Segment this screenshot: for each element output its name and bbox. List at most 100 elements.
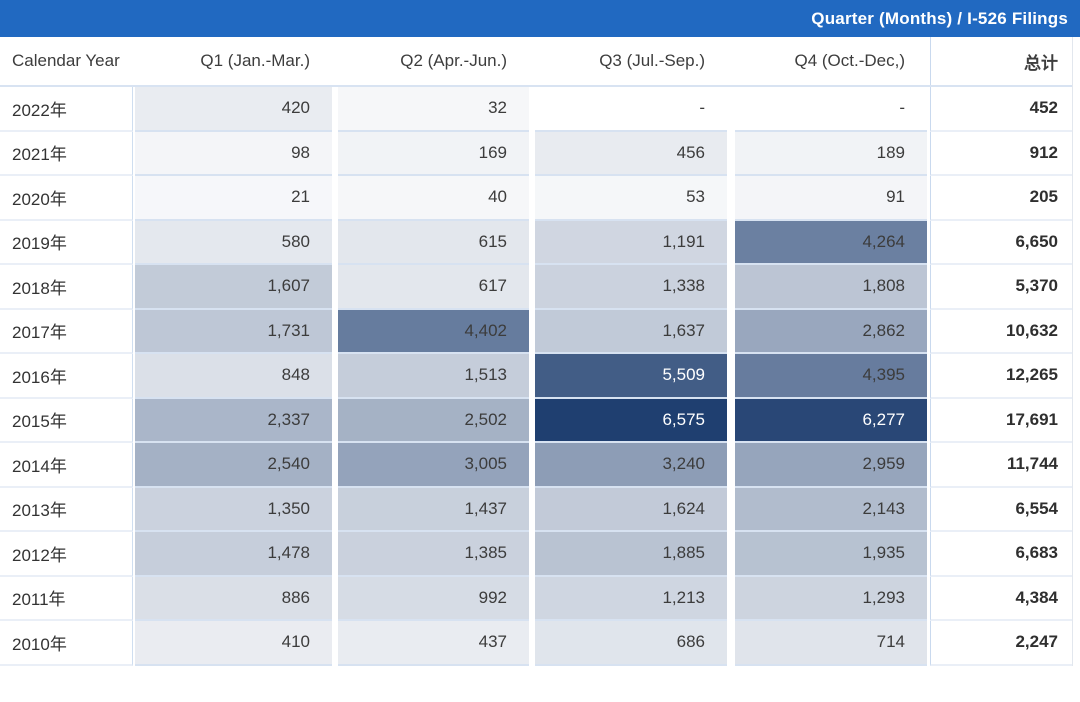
total-cell: 10,632: [930, 309, 1072, 354]
value-cell: 6,277: [735, 398, 927, 443]
header-q3: Q3 (Jul.-Sep.): [599, 51, 705, 70]
year-cell: 2018年: [0, 265, 133, 310]
value-cell: -: [535, 87, 727, 132]
title-bar-label: Quarter (Months) / I-526 Filings: [811, 8, 1068, 28]
total-cell: 912: [930, 131, 1072, 176]
value-cell: 886: [135, 576, 332, 621]
filings-heatmap-table: Calendar Year Q1 (Jan.-Mar.) Q2 (Apr.-Ju…: [0, 37, 1073, 666]
total-cell: 6,683: [930, 532, 1072, 577]
value-cell: 21: [135, 176, 332, 221]
table-row: 2017年 1,731 4,402 1,637 2,862 10,632: [0, 309, 1072, 354]
value-cell: 848: [135, 354, 332, 399]
total-cell: 11,744: [930, 443, 1072, 488]
table-row: 2020年 21 40 53 91 205: [0, 176, 1072, 221]
value-cell: 714: [735, 621, 927, 666]
value-cell: 992: [338, 576, 529, 621]
value-cell: 2,502: [338, 398, 529, 443]
table-row: 2012年 1,478 1,385 1,885 1,935 6,683: [0, 532, 1072, 577]
value-cell: 98: [135, 131, 332, 176]
header-q4: Q4 (Oct.-Dec,): [794, 51, 905, 70]
value-cell: 4,402: [338, 309, 529, 354]
value-cell: 1,607: [135, 265, 332, 310]
total-cell: 6,650: [930, 220, 1072, 265]
year-cell: 2014年: [0, 443, 133, 488]
table-body: 2022年 420 32- -452 2021年 98 169 456 189 912 2020年 2…: [0, 87, 1072, 666]
total-cell: 12,265: [930, 354, 1072, 399]
value-cell: 1,478: [135, 532, 332, 577]
value-cell: 1,885: [535, 532, 727, 577]
value-cell: 3,240: [535, 443, 727, 488]
value-cell: 1,437: [338, 487, 529, 532]
year-cell: 2013年: [0, 487, 133, 532]
table-header-row: Calendar Year Q1 (Jan.-Mar.) Q2 (Apr.-Ju…: [0, 37, 1072, 87]
value-cell: 5,509: [535, 354, 727, 399]
value-cell: -: [735, 87, 927, 132]
value-cell: 1,293: [735, 576, 927, 621]
value-cell: 2,143: [735, 487, 927, 532]
value-cell: 169: [338, 131, 529, 176]
value-cell: 1,637: [535, 309, 727, 354]
table-row: 2014年 2,540 3,005 3,240 2,959 11,744: [0, 443, 1072, 488]
value-cell: 1,213: [535, 576, 727, 621]
value-cell: 6,575: [535, 398, 727, 443]
total-cell: 2,247: [930, 621, 1072, 666]
total-cell: 205: [930, 176, 1072, 221]
table-row: 2015年 2,337 2,502 6,575 6,277 17,691: [0, 398, 1072, 443]
value-cell: 2,540: [135, 443, 332, 488]
year-cell: 2015年: [0, 398, 133, 443]
value-cell: 2,337: [135, 398, 332, 443]
total-cell: 6,554: [930, 487, 1072, 532]
total-cell: 17,691: [930, 398, 1072, 443]
header-q1: Q1 (Jan.-Mar.): [200, 51, 310, 70]
header-total: 总计: [930, 37, 1072, 85]
title-bar: Quarter (Months) / I-526 Filings: [0, 0, 1080, 37]
value-cell: 91: [735, 176, 927, 221]
value-cell: 420: [135, 87, 332, 132]
value-cell: 1,731: [135, 309, 332, 354]
table-row: 2013年 1,350 1,437 1,624 2,143 6,554: [0, 487, 1072, 532]
value-cell: 1,350: [135, 487, 332, 532]
year-cell: 2012年: [0, 532, 133, 577]
year-cell: 2016年: [0, 354, 133, 399]
table-row: 2011年 886 992 1,213 1,293 4,384: [0, 576, 1072, 621]
value-cell: 4,264: [735, 220, 927, 265]
table-row: 2010年 410 437 686 714 2,247: [0, 621, 1072, 666]
value-cell: 1,385: [338, 532, 529, 577]
value-cell: 53: [535, 176, 727, 221]
year-cell: 2020年: [0, 176, 133, 221]
value-cell: 615: [338, 220, 529, 265]
year-cell: 2010年: [0, 621, 133, 666]
value-cell: 1,624: [535, 487, 727, 532]
value-cell: 3,005: [338, 443, 529, 488]
value-cell: 2,959: [735, 443, 927, 488]
value-cell: 580: [135, 220, 332, 265]
table-row: 2018年 1,607 617 1,338 1,808 5,370: [0, 265, 1072, 310]
value-cell: 686: [535, 621, 727, 666]
table-row: 2021年 98 169 456 189 912: [0, 131, 1072, 176]
total-cell: 4,384: [930, 576, 1072, 621]
table-row: 2016年 848 1,513 5,509 4,395 12,265: [0, 354, 1072, 399]
value-cell: 437: [338, 621, 529, 666]
value-cell: 189: [735, 131, 927, 176]
year-cell: 2019年: [0, 220, 133, 265]
table-row: 2019年 580 615 1,191 4,264 6,650: [0, 220, 1072, 265]
value-cell: 1,808: [735, 265, 927, 310]
value-cell: 40: [338, 176, 529, 221]
value-cell: 1,935: [735, 532, 927, 577]
value-cell: 2,862: [735, 309, 927, 354]
value-cell: 1,513: [338, 354, 529, 399]
table-row: 2022年 420 32- -452: [0, 87, 1072, 132]
total-cell: 5,370: [930, 265, 1072, 310]
year-cell: 2021年: [0, 131, 133, 176]
value-cell: 4,395: [735, 354, 927, 399]
value-cell: 410: [135, 621, 332, 666]
value-cell: 617: [338, 265, 529, 310]
total-cell: 452: [930, 87, 1072, 132]
header-calendar-year: Calendar Year: [12, 51, 120, 70]
value-cell: 32: [338, 87, 529, 132]
year-cell: 2017年: [0, 309, 133, 354]
value-cell: 1,338: [535, 265, 727, 310]
header-q2: Q2 (Apr.-Jun.): [400, 51, 507, 70]
value-cell: 1,191: [535, 220, 727, 265]
year-cell: 2022年: [0, 87, 133, 132]
